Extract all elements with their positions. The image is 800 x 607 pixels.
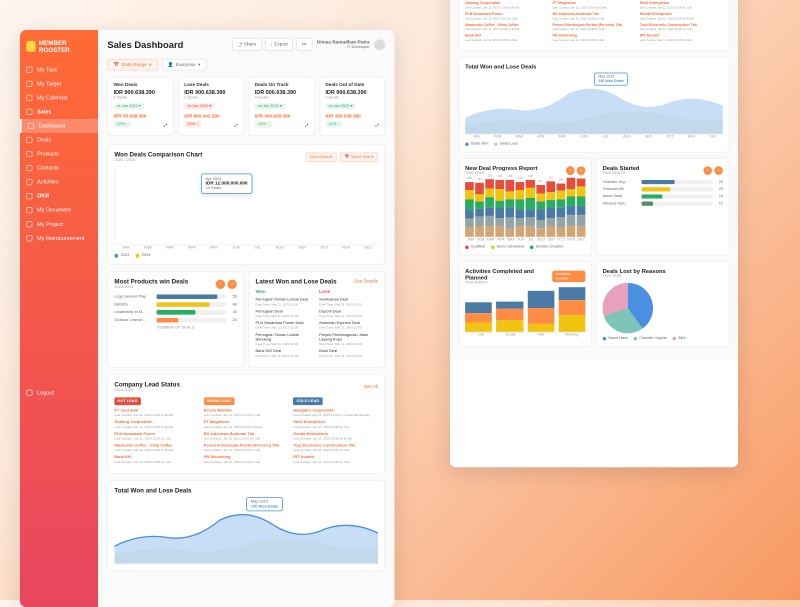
lead-status-card-2: Company Lead Status 2023-2024 See All HO… bbox=[459, 0, 730, 51]
user-role: IT Developer bbox=[317, 44, 370, 49]
progress-report-card: New Deal Progress ReportTHIS YEAR ‹› 145… bbox=[459, 158, 592, 255]
nav-my-target[interactable]: My Target bbox=[20, 77, 98, 91]
nav-my-task[interactable]: My Task bbox=[20, 63, 98, 77]
latest-deals-card: Latest Won and Lose Deals See Details Wo… bbox=[249, 271, 385, 368]
nav-sales[interactable]: Sales bbox=[20, 105, 98, 119]
hbar-item: Lego Serious Play55 bbox=[114, 294, 236, 299]
more-button[interactable]: ••• bbox=[296, 38, 312, 51]
page-title: Sales Dashboard bbox=[107, 39, 183, 50]
nav-products[interactable]: Products bbox=[20, 147, 98, 161]
date-range-filter[interactable]: 📅 Date Range ▾ bbox=[107, 59, 157, 71]
deals-started-card: Deals StartedTHIS MONTH ‹› Chandler Virg… bbox=[596, 158, 729, 255]
nav-my-document[interactable]: My Document bbox=[20, 203, 98, 217]
kpi-card: Deals Out of DateIDR 900.638.3902 Deals … bbox=[319, 77, 385, 136]
prev-button[interactable]: ‹ bbox=[216, 279, 225, 288]
select-year-filter[interactable]: 📅 Select Year ▾ bbox=[340, 152, 378, 161]
avatar[interactable] bbox=[374, 39, 385, 50]
area-chart-card: Total Won and Lose Deals May 2023 140 Wo… bbox=[107, 480, 385, 571]
brand-logo[interactable]: MEMBER ROOSTER bbox=[20, 39, 98, 62]
kpi-row: Won DealsIDR 900.638.3902 Deals vs Jan 2… bbox=[107, 77, 385, 136]
logout-button[interactable]: Logout bbox=[20, 386, 98, 400]
export-button[interactable]: ↓ Export bbox=[265, 38, 293, 51]
see-details-link[interactable]: See Details bbox=[354, 279, 378, 284]
activities-card: Activities Completed and PlannedTHIS MON… bbox=[459, 261, 592, 347]
comparison-chart-card: Won Deals Comparison Chart 2023 - 2024 W… bbox=[107, 144, 385, 265]
main-content: Sales Dashboard ⤴ Share ↓ Export ••• Dim… bbox=[98, 30, 394, 607]
nav-okr[interactable]: OKR bbox=[20, 189, 98, 203]
products-card: Most Products win Deals 2023-2024 ‹ › Le… bbox=[107, 271, 243, 368]
bar-chart: Apr 2024 IDR 12.000.000.000 10 Deals bbox=[114, 167, 378, 245]
area-tooltip: May 2023 140 Won Deals bbox=[246, 497, 283, 511]
kpi-card: Lose DealsIDR 900.638.3902 Deals vs Jan … bbox=[178, 77, 244, 136]
hbar-item: EBOKS48 bbox=[114, 302, 236, 307]
activities-counter-btn[interactable]: Activities Counter bbox=[552, 271, 585, 283]
nav-deals[interactable]: Deals bbox=[20, 133, 98, 147]
hbar-item: Yohannes BK25 bbox=[603, 187, 723, 191]
hbar-item: Leadership in M...35 bbox=[114, 310, 236, 315]
chart-tooltip: Apr 2024 IDR 12.000.000.000 10 Deals bbox=[201, 174, 252, 194]
nav-my-project[interactable]: My Project bbox=[20, 217, 98, 231]
next-button[interactable]: › bbox=[227, 279, 236, 288]
won-deals-filter[interactable]: Won Deals ▾ bbox=[305, 152, 336, 161]
share-button[interactable]: ⤴ Share bbox=[232, 38, 262, 51]
area-chart-card-2: Total Won and Lose Deals May 2023140 Won… bbox=[459, 57, 730, 153]
header: Sales Dashboard ⤴ Share ↓ Export ••• Dim… bbox=[107, 38, 385, 51]
filter-bar: 📅 Date Range ▾ 👤 Everyone ▾ bbox=[107, 59, 385, 71]
logo-icon bbox=[26, 41, 36, 52]
hbar-item: Chandler Virg...29 bbox=[603, 180, 723, 184]
user-name: Dimas Ramadhan Putra bbox=[317, 40, 370, 45]
everyone-filter[interactable]: 👤 Everyone ▾ bbox=[162, 59, 207, 71]
sidebar: MEMBER ROOSTER My TaskMy TargetMy Calend… bbox=[20, 30, 98, 607]
kpi-card: Deals On TrackIDR 500.638.3904 Deals vs … bbox=[249, 77, 315, 136]
hbar-item: Outdoor Learnin...20 bbox=[114, 318, 236, 323]
kpi-card: Won DealsIDR 900.638.3902 Deals vs Jan 2… bbox=[107, 77, 173, 136]
nav-contacts[interactable]: Contacts bbox=[20, 161, 98, 175]
hbar-item: Nanut Hardi18 bbox=[603, 194, 723, 198]
brand-name: MEMBER ROOSTER bbox=[39, 39, 92, 53]
nav-activities[interactable]: Activities bbox=[20, 175, 98, 189]
hbar-item: Alfonsus Ram...10 bbox=[603, 202, 723, 206]
nav-dashboard[interactable]: Dashboard bbox=[20, 119, 98, 133]
chart-title: Won Deals Comparison Chart bbox=[114, 151, 202, 158]
side-dashboard-panel: Lego Serious Play55EBOKS48Leadership in … bbox=[450, 0, 738, 467]
see-all-link[interactable]: See All bbox=[363, 385, 378, 390]
deals-lost-card: Deals Lost by ReasonsTHIS YEAR Nanut Har… bbox=[596, 261, 729, 347]
pie-chart bbox=[603, 283, 653, 333]
main-dashboard-panel: MEMBER ROOSTER My TaskMy TargetMy Calend… bbox=[20, 30, 394, 607]
nav-my-calendar[interactable]: My Calendar bbox=[20, 91, 98, 105]
logout-icon bbox=[26, 390, 32, 396]
lead-status-card: Company Lead Status 2023-2024 See All HO… bbox=[107, 374, 385, 474]
nav-my-reimbursement[interactable]: My Reimbursement bbox=[20, 231, 98, 245]
